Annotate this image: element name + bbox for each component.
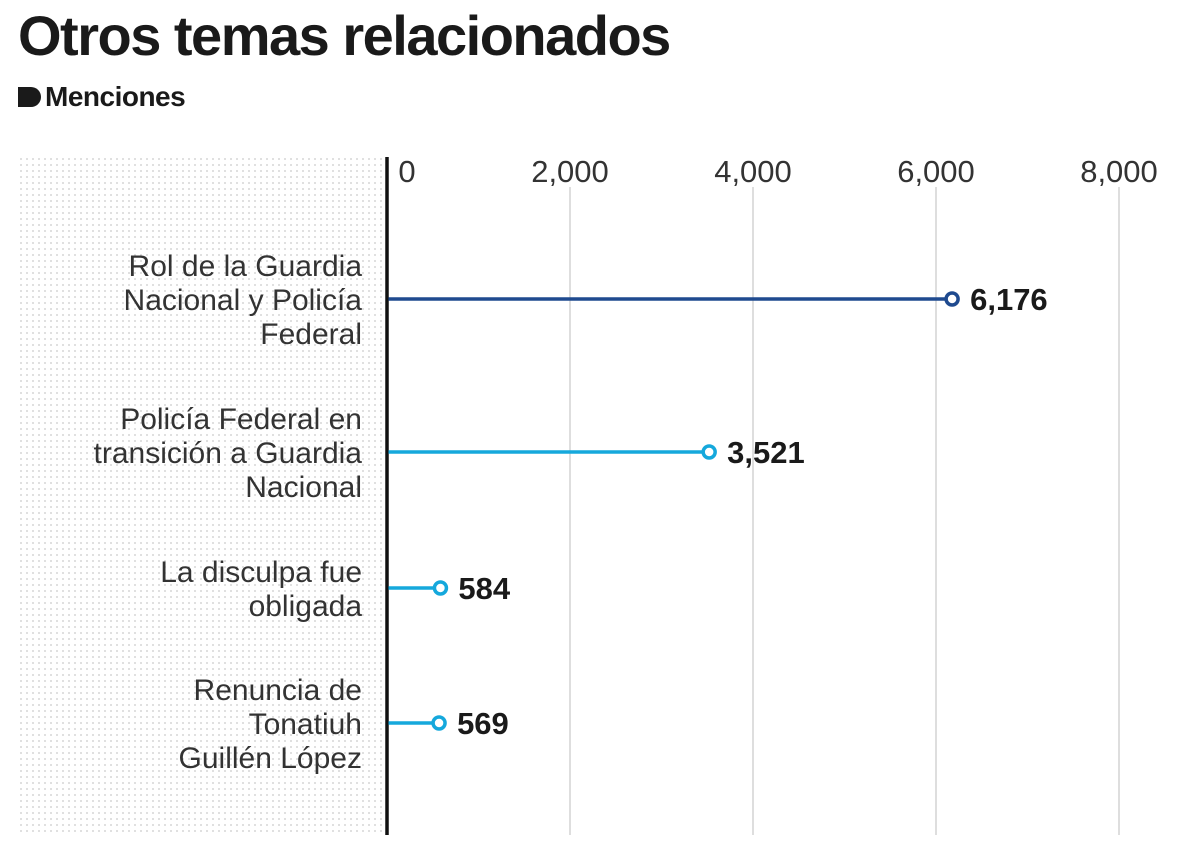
chart-title: Otros temas relacionados [18, 4, 671, 67]
lollipop-marks: 6,176 3,521 584 569 [388, 282, 1048, 741]
category-label-line: Guillén López [179, 742, 362, 775]
label-panel-background [18, 157, 386, 835]
gridlines [569, 187, 1120, 835]
value-label: 6,176 [970, 282, 1048, 317]
subtitle-label: Menciones [45, 81, 186, 112]
category-label-line: Renuncia de [194, 674, 362, 707]
x-tick-label: 4,000 [714, 154, 792, 189]
category-label-line: Nacional [245, 471, 362, 504]
lollipop-head [701, 444, 717, 460]
value-label: 569 [457, 706, 509, 741]
lollipop-head [432, 580, 449, 596]
category-label: La disculpa fue obligada [160, 556, 362, 623]
x-tick-label: 8,000 [1080, 154, 1158, 189]
category-label: Policía Federal en transición a Guardia Na… [94, 403, 363, 504]
lollipop-head [944, 291, 960, 307]
category-label-line: transición a Guardia [94, 437, 363, 470]
category-label-line: Tonatiuh [249, 708, 362, 741]
category-label-line: Nacional y Policía [124, 284, 363, 317]
category-label-line: Rol de la Guardia [129, 250, 363, 283]
x-tick-label: 6,000 [897, 154, 975, 189]
lollipop-head [431, 715, 447, 731]
category-label: Rol de la Guardia Nacional y Policía Feder… [124, 250, 363, 351]
category-label-line: Policía Federal en [120, 403, 362, 436]
category-label-line: Federal [260, 318, 362, 351]
x-tick-label: 2,000 [531, 154, 609, 189]
tag-marker-icon [18, 87, 41, 107]
chart-subtitle: Menciones [18, 80, 186, 114]
category-label-line: La disculpa fue [160, 556, 362, 589]
category-labels: Rol de la Guardia Nacional y Policía Feder… [94, 250, 363, 775]
value-label: 3,521 [727, 435, 805, 470]
x-tick-label: 0 [398, 154, 415, 189]
category-label: Renuncia de Tonatiuh Guillén López [179, 674, 362, 775]
value-label: 584 [458, 571, 510, 606]
x-axis-ticks: 0 2,000 4,000 6,000 8,000 [398, 154, 1157, 189]
category-label-line: obligada [249, 590, 363, 623]
